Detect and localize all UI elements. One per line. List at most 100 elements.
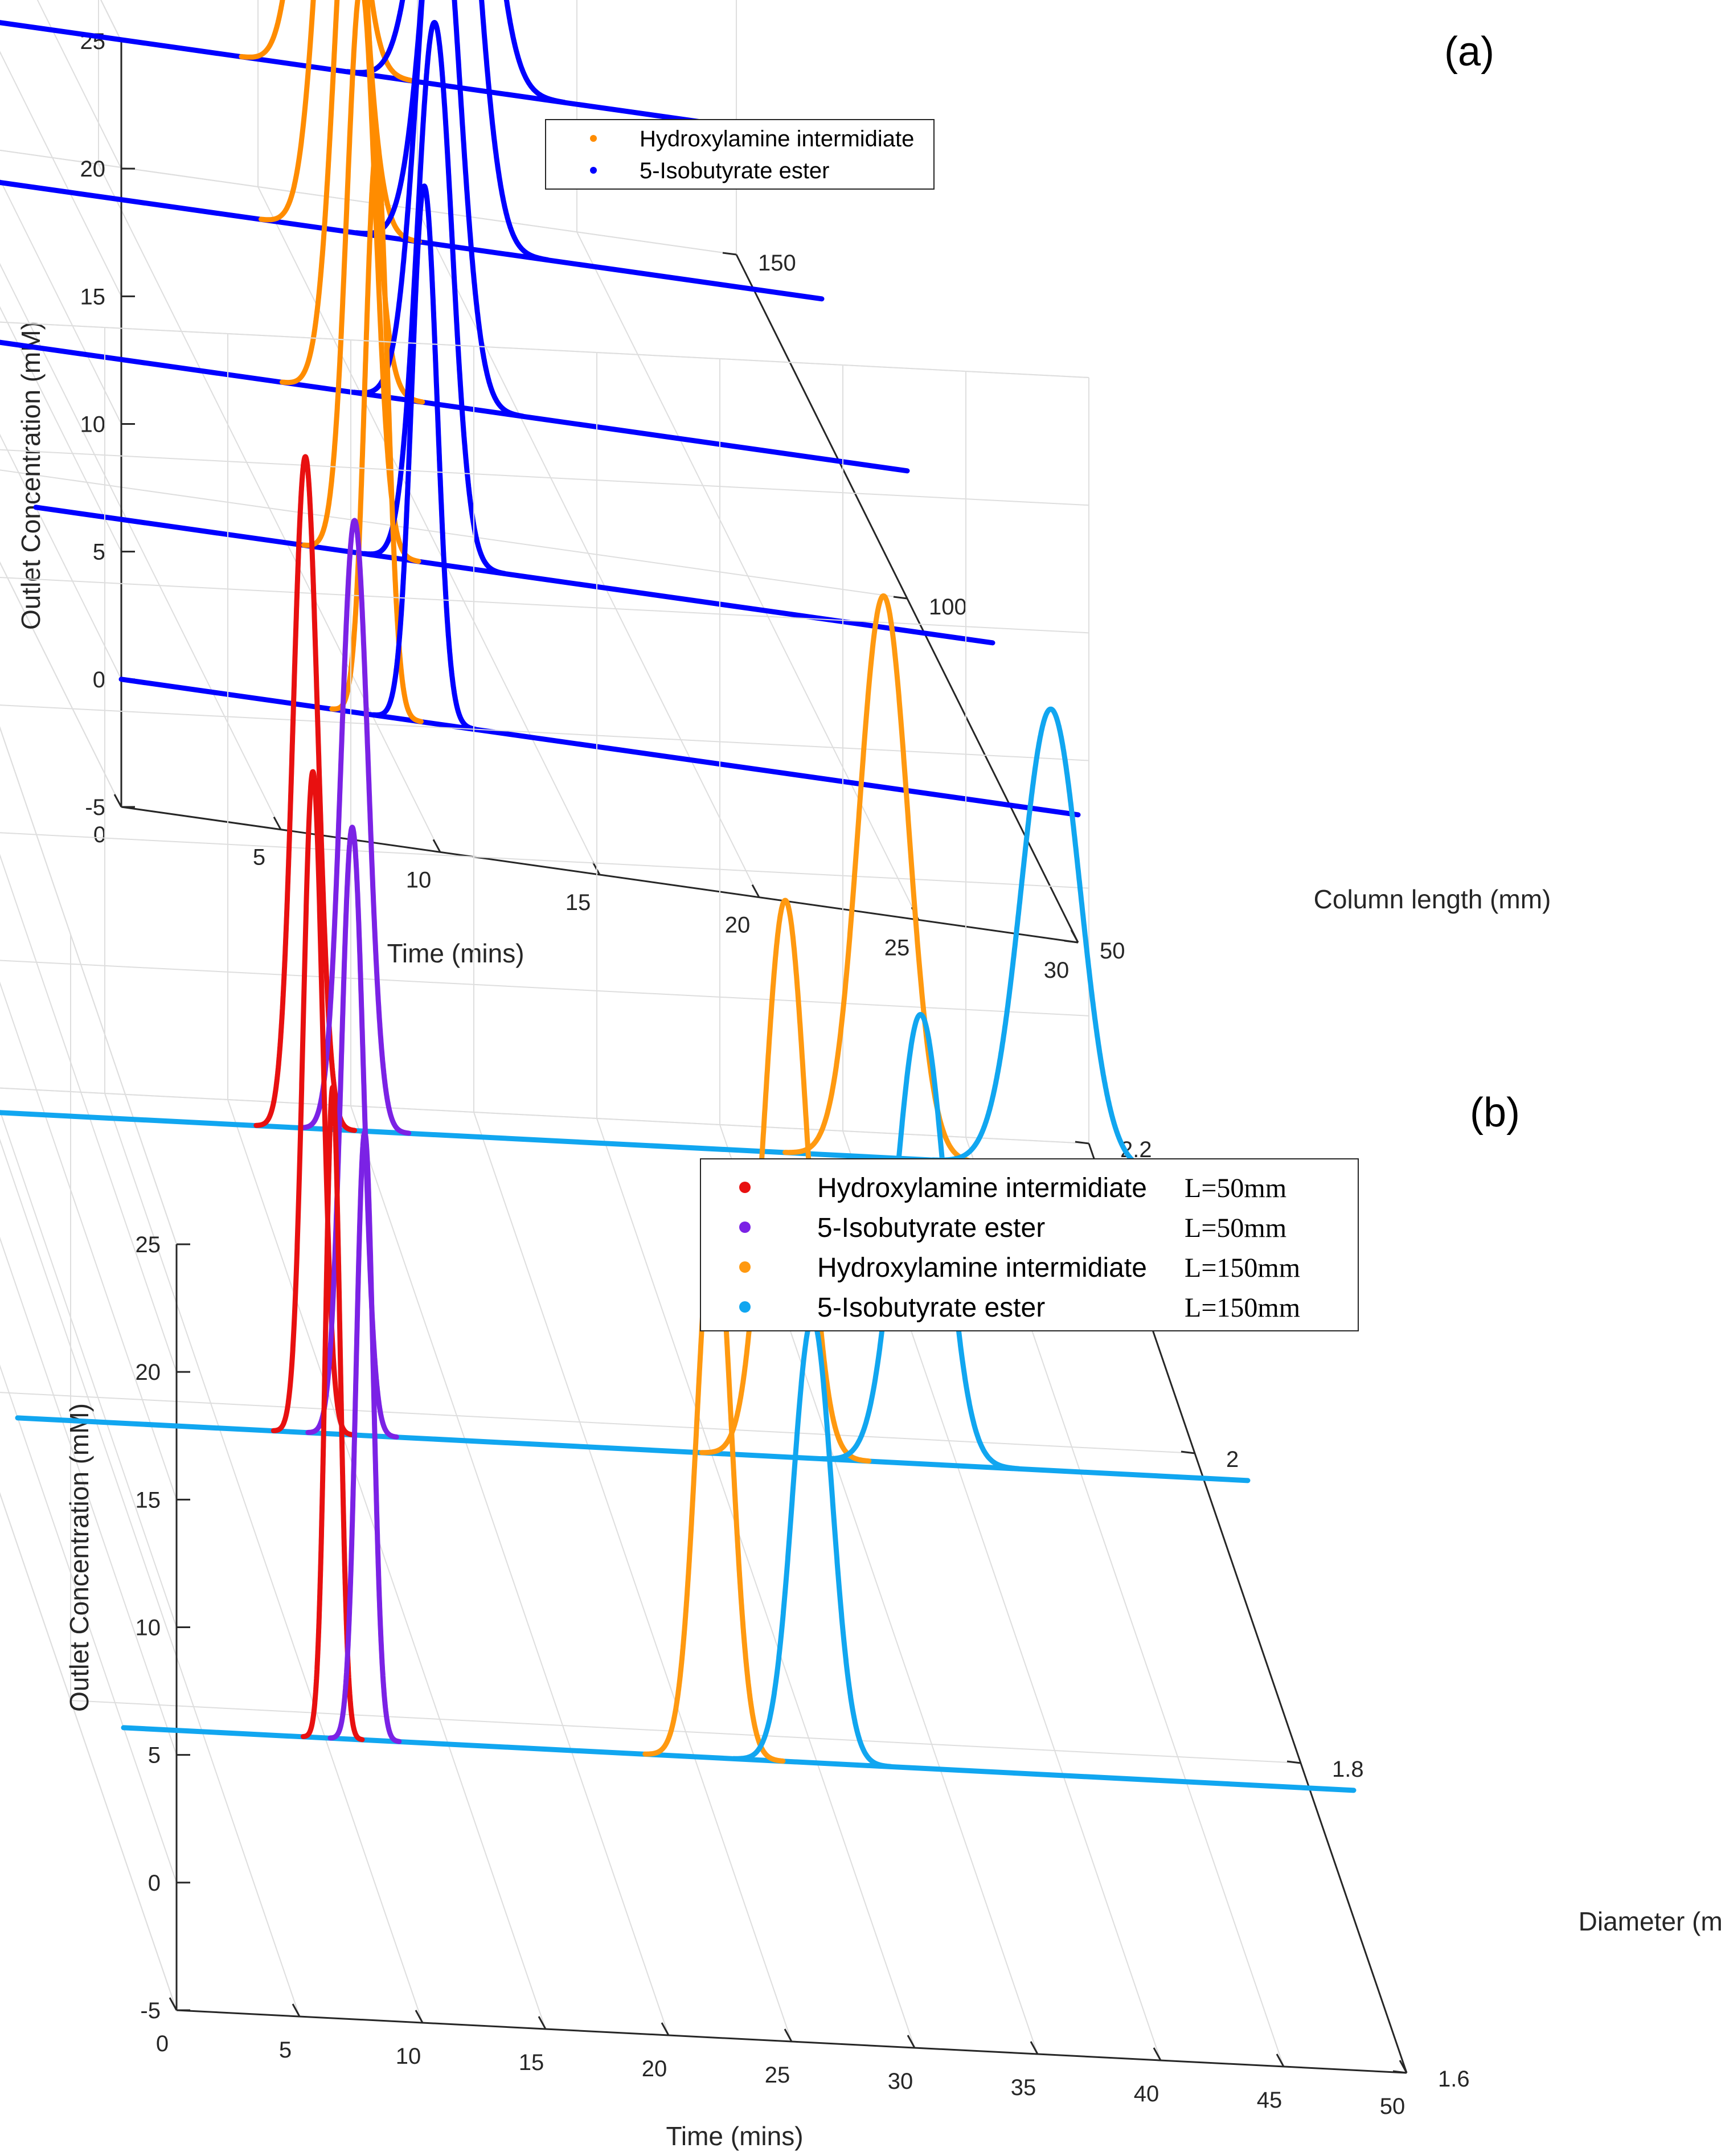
gridline-z-side [0, 1236, 177, 1755]
x-tick-mark [1276, 2053, 1285, 2067]
y-tick-label: 50 [1100, 938, 1125, 964]
panel-label: (b) [1470, 1090, 1520, 1136]
peak-trace [259, 0, 422, 244]
gridline-x-floor [350, 1105, 669, 2036]
legend-label: Hydroxylamine intermidiate [640, 126, 914, 151]
gridline-z-side [0, 1109, 177, 1628]
peak-trace [327, 1129, 402, 1744]
gridline-z-side [0, 854, 177, 1372]
y-tick-mark [893, 596, 908, 600]
peak-trace [819, 1012, 1022, 1472]
legend-marker [739, 1222, 751, 1233]
y-tick-mark [1392, 2070, 1407, 2074]
baseline-trace [0, 339, 910, 474]
x-tick-label: 50 [1380, 2094, 1406, 2119]
x-tick-mark [415, 2010, 424, 2023]
gridline-z-back [0, 1087, 1089, 1144]
z-axis-label: Outlet Concentration (mM) [16, 321, 46, 630]
x-tick-label: 10 [396, 2044, 421, 2069]
gridline-x-floor [596, 1118, 915, 2048]
peak-trace [782, 593, 985, 1165]
x-tick-label: 15 [566, 890, 591, 915]
gridline-y-floor [0, 1087, 1089, 1144]
legend-label: Hydroxylamine intermidiate [817, 1173, 1147, 1203]
z-tick-label: 20 [136, 1360, 161, 1385]
panel-b-chart: 0 5 10 15 20 25 30 35 40 45 501.61.822.2-505101520… [0, 321, 1721, 2151]
legend-marker [739, 1261, 751, 1273]
x-tick-mark [1153, 2047, 1162, 2061]
legend-box [700, 1158, 1359, 1331]
gridline-z-side [0, 433, 122, 680]
legend: Hydroxylamine intermidiate L=50mm 5-Isobut… [700, 1158, 1359, 1331]
x-tick-label: 20 [725, 913, 751, 938]
x-tick-label: 5 [253, 845, 265, 870]
x-tick-mark [273, 816, 282, 830]
x-tick-label: 40 [1134, 2081, 1159, 2106]
gridline-x-floor [227, 1099, 546, 2030]
x-tick-mark [1399, 2060, 1408, 2073]
y-axis-label: Diameter (mm) [1579, 1907, 1721, 1936]
y-tick-mark [1075, 1141, 1089, 1145]
z-tick-label: 10 [136, 1616, 161, 1641]
peak-trace [298, 518, 412, 1136]
x-tick-mark [907, 2035, 916, 2048]
z-tick-label: 15 [136, 1487, 161, 1513]
gridline-z-back [0, 321, 1089, 378]
z-tick-label: 10 [80, 412, 106, 437]
x-tick-mark [432, 839, 441, 853]
legend-suffix: L=150mm [1185, 1253, 1300, 1283]
gridline-y-floor [0, 469, 908, 599]
x-tick-label: 30 [1044, 958, 1070, 983]
gridline-y-floor [70, 1700, 1301, 1764]
y-tick-label: 150 [758, 251, 796, 276]
y-axis-label: Column length (mm) [1314, 884, 1551, 914]
legend-label: 5-Isobutyrate ester [817, 1213, 1045, 1243]
y-tick-label: 100 [929, 595, 967, 620]
x-tick-mark [661, 2022, 670, 2036]
x-tick-label: 5 [279, 2038, 292, 2063]
peak-trace [370, 183, 478, 732]
y-tick-label: 1.6 [1438, 2067, 1470, 2092]
x-tick-label: 0 [93, 822, 106, 847]
legend: Hydroxylamine intermidiate 5-Isobutyrate … [545, 119, 935, 190]
y-tick-label: 1.8 [1332, 1757, 1364, 1782]
y-tick-mark [1286, 1760, 1301, 1764]
x-tick-mark [538, 2016, 547, 2030]
peak-trace [329, 146, 424, 724]
legend-suffix: L=50mm [1185, 1173, 1286, 1203]
legend-label: 5-Isobutyrate ester [640, 158, 830, 183]
y-tick-label: 2 [1226, 1447, 1239, 1472]
box-edge [0, 726, 177, 1245]
gridline-z-side [0, 561, 122, 808]
gridline-z-side [0, 981, 177, 1500]
gridline-y-floor [0, 1392, 1195, 1454]
y-tick-mark [1064, 940, 1079, 944]
peak-trace [345, 0, 567, 105]
x-tick-label: 35 [1011, 2075, 1036, 2100]
peak-trace [930, 706, 1145, 1170]
gridline-z-side [0, 306, 122, 552]
gridline-x-floor [473, 1112, 792, 2042]
x-tick-mark [113, 794, 122, 808]
x-tick-label: 25 [765, 2063, 790, 2088]
x-axis-label: Time (mins) [666, 2121, 803, 2151]
x-tick-mark [292, 2003, 301, 2017]
x-tick-label: 30 [888, 2069, 913, 2094]
legend-marker [590, 135, 597, 142]
gridline-z-back [0, 960, 1089, 1016]
x-axis-label: Time (mins) [387, 938, 524, 968]
gridline-x-floor [0, 1138, 300, 2017]
gridline-z-back [0, 704, 1089, 761]
legend-box [545, 119, 935, 190]
x-tick-mark [751, 884, 760, 898]
gridline-z-back [0, 576, 1089, 634]
y-tick-mark [1181, 1450, 1195, 1454]
peak-trace [301, 0, 421, 564]
x-tick-label: 10 [406, 867, 432, 892]
gridline-z-back [0, 449, 1089, 506]
z-tick-label: 0 [148, 1871, 161, 1896]
peak-trace [353, 0, 550, 263]
z-tick-label: -5 [140, 1998, 161, 2023]
